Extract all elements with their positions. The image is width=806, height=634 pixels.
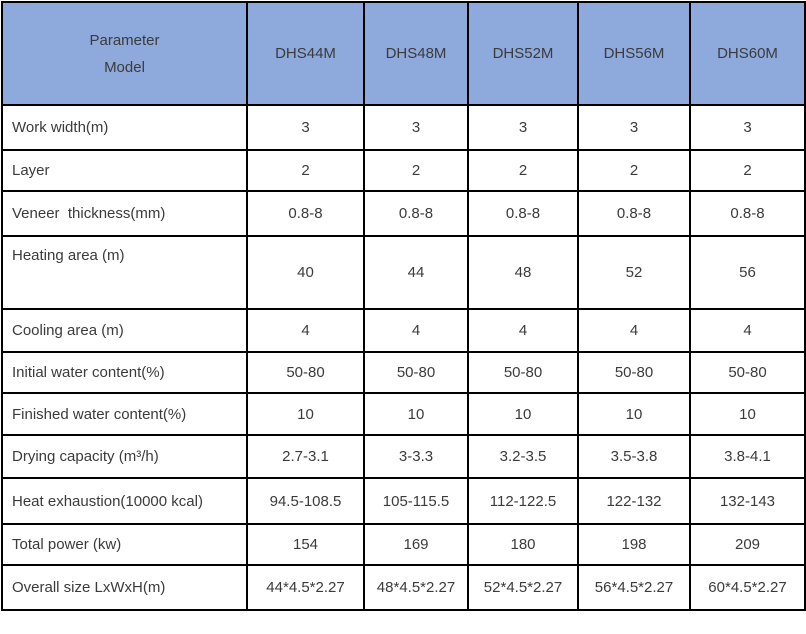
table-row-drying-capacity: Drying capacity (m³/h) 2.7-3.1 3-3.3 3.2… <box>1 434 806 479</box>
row-label-cell: Overall size LxWxH(m) <box>1 564 248 611</box>
value-cell: 3-3.3 <box>363 434 469 479</box>
value-cell: 40 <box>246 235 365 310</box>
row-label-cell: Initial water content(%) <box>1 351 248 394</box>
value-cell: 10 <box>577 392 691 436</box>
table-row-heating-area: Heating area (m) 40 44 48 52 56 <box>1 235 806 310</box>
model-column-header-dhs60m: DHS60M <box>689 1 806 106</box>
value-cell: 2 <box>363 149 469 192</box>
value-cell: 4 <box>577 308 691 353</box>
row-label-cell: Drying capacity (m³/h) <box>1 434 248 479</box>
value-cell: 3 <box>246 104 365 151</box>
value-cell: 0.8-8 <box>246 190 365 237</box>
value-cell: 3 <box>363 104 469 151</box>
value-cell: 60*4.5*2.27 <box>689 564 806 611</box>
table-row-cooling-area: Cooling area (m) 4 4 4 4 4 <box>1 308 806 353</box>
row-label-cell: Total power (kw) <box>1 523 248 566</box>
model-column-header-dhs52m: DHS52M <box>467 1 579 106</box>
value-cell: 4 <box>363 308 469 353</box>
value-cell: 50-80 <box>577 351 691 394</box>
value-cell: 169 <box>363 523 469 566</box>
table-header-row: Parameter Model DHS44M DHS48M DHS52M DHS… <box>1 1 806 106</box>
model-column-header-dhs56m: DHS56M <box>577 1 691 106</box>
value-cell: 4 <box>467 308 579 353</box>
value-cell: 122-132 <box>577 477 691 525</box>
value-cell: 4 <box>246 308 365 353</box>
value-cell: 50-80 <box>467 351 579 394</box>
table-row-finished-water-content: Finished water content(%) 10 10 10 10 10 <box>1 392 806 436</box>
value-cell: 44 <box>363 235 469 310</box>
parameter-header-label: Parameter <box>89 31 160 49</box>
table-row-layer: Layer 2 2 2 2 2 <box>1 149 806 192</box>
table-body: Work width(m) 3 3 3 3 3 Layer 2 2 2 2 2 … <box>1 104 806 611</box>
value-cell: 94.5-108.5 <box>246 477 365 525</box>
table-row-total-power: Total power (kw) 154 169 180 198 209 <box>1 523 806 566</box>
value-cell: 0.8-8 <box>577 190 691 237</box>
model-column-header-dhs48m: DHS48M <box>363 1 469 106</box>
value-cell: 3.2-3.5 <box>467 434 579 479</box>
value-cell: 56 <box>689 235 806 310</box>
value-cell: 48 <box>467 235 579 310</box>
row-label-cell: Veneer thickness(mm) <box>1 190 248 237</box>
product-spec-table: Parameter Model DHS44M DHS48M DHS52M DHS… <box>1 1 806 611</box>
value-cell: 180 <box>467 523 579 566</box>
value-cell: 0.8-8 <box>467 190 579 237</box>
value-cell: 50-80 <box>246 351 365 394</box>
value-cell: 3.8-4.1 <box>689 434 806 479</box>
row-label-cell: Cooling area (m) <box>1 308 248 353</box>
value-cell: 48*4.5*2.27 <box>363 564 469 611</box>
row-label-cell: Work width(m) <box>1 104 248 151</box>
value-cell: 2 <box>689 149 806 192</box>
row-label-cell: Heat exhaustion(10000 kcal) <box>1 477 248 525</box>
value-cell: 209 <box>689 523 806 566</box>
value-cell: 44*4.5*2.27 <box>246 564 365 611</box>
row-label-cell: Heating area (m) <box>1 235 248 310</box>
value-cell: 56*4.5*2.27 <box>577 564 691 611</box>
value-cell: 2 <box>577 149 691 192</box>
row-label-cell: Finished water content(%) <box>1 392 248 436</box>
value-cell: 10 <box>246 392 365 436</box>
value-cell: 3 <box>577 104 691 151</box>
value-cell: 4 <box>689 308 806 353</box>
value-cell: 2 <box>246 149 365 192</box>
value-cell: 198 <box>577 523 691 566</box>
value-cell: 0.8-8 <box>363 190 469 237</box>
value-cell: 50-80 <box>689 351 806 394</box>
value-cell: 52 <box>577 235 691 310</box>
value-cell: 2 <box>467 149 579 192</box>
value-cell: 3.5-3.8 <box>577 434 691 479</box>
table-row-initial-water-content: Initial water content(%) 50-80 50-80 50-… <box>1 351 806 394</box>
value-cell: 10 <box>363 392 469 436</box>
value-cell: 50-80 <box>363 351 469 394</box>
value-cell: 2.7-3.1 <box>246 434 365 479</box>
model-header-label: Model <box>104 58 145 76</box>
table-row-heat-exhaustion: Heat exhaustion(10000 kcal) 94.5-108.5 1… <box>1 477 806 525</box>
value-cell: 105-115.5 <box>363 477 469 525</box>
model-column-header-dhs44m: DHS44M <box>246 1 365 106</box>
value-cell: 132-143 <box>689 477 806 525</box>
value-cell: 3 <box>467 104 579 151</box>
value-cell: 0.8-8 <box>689 190 806 237</box>
value-cell: 3 <box>689 104 806 151</box>
table-row-overall-size: Overall size LxWxH(m) 44*4.5*2.27 48*4.5… <box>1 564 806 611</box>
value-cell: 154 <box>246 523 365 566</box>
value-cell: 10 <box>689 392 806 436</box>
row-label-cell: Layer <box>1 149 248 192</box>
parameter-model-header-cell: Parameter Model <box>1 1 248 106</box>
value-cell: 112-122.5 <box>467 477 579 525</box>
table-row-work-width: Work width(m) 3 3 3 3 3 <box>1 104 806 151</box>
value-cell: 10 <box>467 392 579 436</box>
table-row-veneer-thickness: Veneer thickness(mm) 0.8-8 0.8-8 0.8-8 0… <box>1 190 806 237</box>
value-cell: 52*4.5*2.27 <box>467 564 579 611</box>
